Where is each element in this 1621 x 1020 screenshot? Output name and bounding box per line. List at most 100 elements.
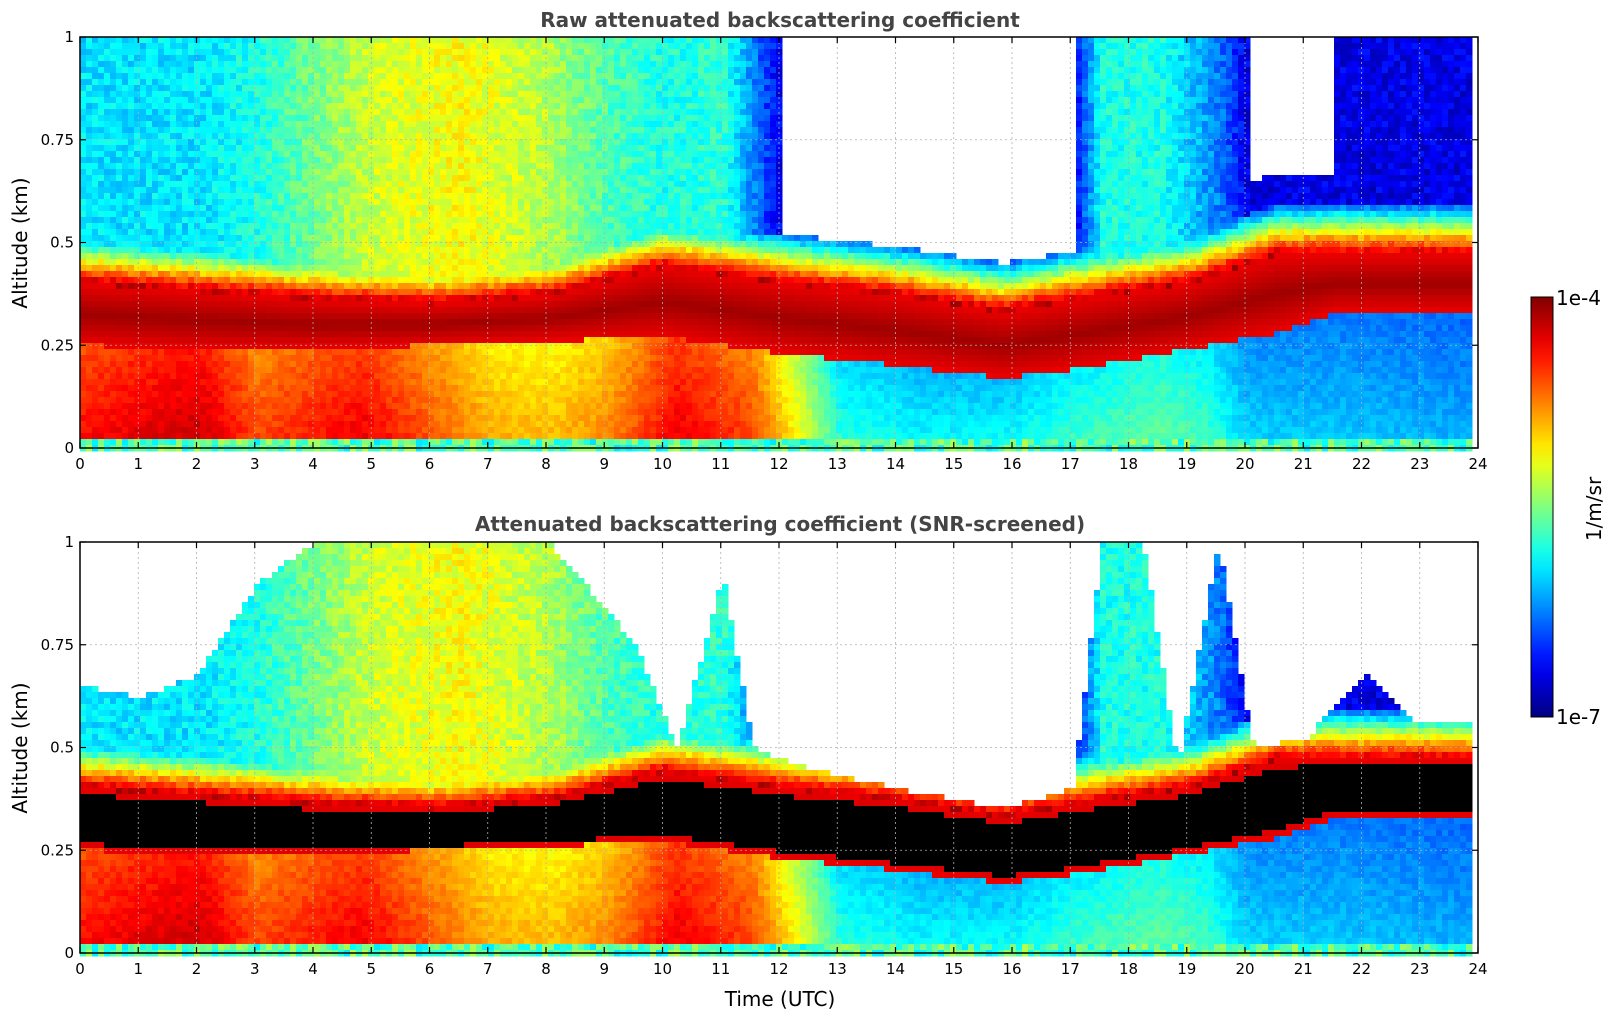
heatmap-cell <box>278 97 285 104</box>
heatmap-cell <box>218 295 225 302</box>
heatmap-cell <box>158 151 165 158</box>
heatmap-cell <box>332 361 339 368</box>
heatmap-cell <box>488 241 495 248</box>
heatmap-cell <box>362 265 369 272</box>
heatmap-cell <box>290 277 297 284</box>
heatmap-cell <box>170 439 177 446</box>
heatmap-cell <box>104 205 111 212</box>
heatmap-cell <box>158 409 165 416</box>
heatmap-cell <box>302 259 309 266</box>
heatmap-cell <box>386 427 393 434</box>
heatmap-cell <box>410 295 417 302</box>
heatmap-cell <box>140 157 147 164</box>
heatmap-cell <box>284 433 291 440</box>
heatmap-cell <box>488 193 495 200</box>
heatmap-cell <box>332 97 339 104</box>
heatmap-cell <box>338 427 345 434</box>
heatmap-cell <box>404 409 411 416</box>
heatmap-cell <box>98 55 105 62</box>
heatmap-cell <box>338 373 345 380</box>
heatmap-cell <box>152 421 159 428</box>
heatmap-cell <box>278 307 285 314</box>
heatmap-cell <box>104 49 111 56</box>
heatmap-cell <box>188 235 195 242</box>
heatmap-cell <box>374 247 381 254</box>
heatmap-cell <box>110 61 117 68</box>
heatmap-cell <box>248 169 255 176</box>
heatmap-cell <box>152 313 159 320</box>
heatmap-cell <box>446 55 453 62</box>
heatmap-cell <box>350 247 357 254</box>
heatmap-cell <box>146 301 153 308</box>
heatmap-cell <box>188 211 195 218</box>
heatmap-cell <box>152 193 159 200</box>
heatmap-cell <box>284 145 291 152</box>
heatmap-cell <box>350 415 357 422</box>
heatmap-cell <box>404 169 411 176</box>
heatmap-cell <box>230 91 237 98</box>
heatmap-cell <box>332 127 339 134</box>
heatmap-cell <box>392 301 399 308</box>
heatmap-cell <box>356 397 363 404</box>
heatmap-cell <box>86 283 93 290</box>
heatmap-cell <box>200 439 207 446</box>
heatmap-cell <box>176 67 183 74</box>
heatmap-cell <box>146 181 153 188</box>
heatmap-cell <box>98 67 105 74</box>
heatmap-cell <box>248 289 255 296</box>
heatmap-cell <box>494 331 501 338</box>
heatmap-cell <box>302 409 309 416</box>
heatmap-cell <box>200 289 207 296</box>
heatmap-cell <box>284 49 291 56</box>
heatmap-cell <box>230 421 237 428</box>
heatmap-cell <box>200 271 207 278</box>
heatmap-cell <box>146 415 153 422</box>
heatmap-cell <box>308 343 315 350</box>
heatmap-cell <box>320 283 327 290</box>
heatmap-cell <box>98 205 105 212</box>
heatmap-cell <box>158 145 165 152</box>
heatmap-cell <box>308 85 315 92</box>
heatmap-cell <box>176 85 183 92</box>
heatmap-cell <box>488 43 495 50</box>
heatmap-cell <box>104 367 111 374</box>
heatmap-cell <box>374 241 381 248</box>
heatmap-cell <box>344 85 351 92</box>
heatmap-cell <box>476 61 483 68</box>
heatmap-cell <box>128 175 135 182</box>
heatmap-cell <box>176 121 183 128</box>
heatmap-cell <box>458 259 465 266</box>
heatmap-cell <box>494 415 501 422</box>
heatmap-cell <box>242 325 249 332</box>
heatmap-cell <box>470 43 477 50</box>
heatmap-cell <box>452 163 459 170</box>
heatmap-cell <box>332 157 339 164</box>
heatmap-cell <box>200 145 207 152</box>
heatmap-cell <box>500 49 507 56</box>
heatmap-cell <box>416 343 423 350</box>
heatmap-cell <box>146 223 153 230</box>
heatmap-cell <box>440 49 447 56</box>
heatmap-cell <box>188 247 195 254</box>
heatmap-cell <box>296 223 303 230</box>
heatmap-cell <box>164 49 171 56</box>
heatmap-cell <box>470 367 477 374</box>
heatmap-cell <box>410 301 417 308</box>
heatmap-cell <box>212 331 219 338</box>
heatmap-cell <box>428 85 435 92</box>
heatmap-cell <box>308 91 315 98</box>
heatmap-cell <box>458 253 465 260</box>
heatmap-cell <box>152 427 159 434</box>
heatmap-cell <box>122 163 129 170</box>
heatmap-cell <box>140 379 147 386</box>
heatmap-cell <box>386 421 393 428</box>
heatmap-cell <box>80 385 87 392</box>
heatmap-cell <box>146 295 153 302</box>
heatmap-cell <box>236 109 243 116</box>
heatmap-cell <box>242 55 249 62</box>
heatmap-cell <box>92 217 99 224</box>
heatmap-cell <box>500 151 507 158</box>
heatmap-cell <box>128 373 135 380</box>
heatmap-cell <box>404 187 411 194</box>
heatmap-cell <box>422 151 429 158</box>
